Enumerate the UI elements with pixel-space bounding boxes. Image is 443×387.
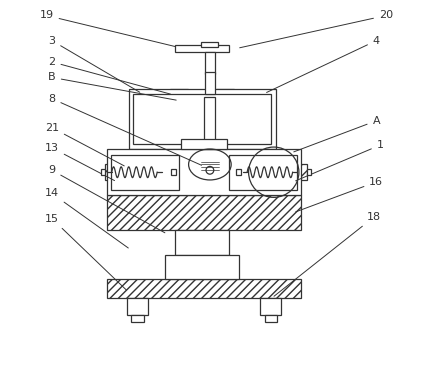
Text: 9: 9 xyxy=(48,165,165,233)
Bar xyxy=(128,89,276,149)
Bar xyxy=(181,139,227,149)
Bar xyxy=(101,169,105,175)
Text: 8: 8 xyxy=(48,94,202,165)
Text: 1: 1 xyxy=(295,140,384,181)
Bar xyxy=(241,164,249,180)
Text: 3: 3 xyxy=(48,36,140,92)
Bar xyxy=(165,255,239,279)
Circle shape xyxy=(206,166,214,174)
Text: 20: 20 xyxy=(240,10,393,48)
Bar xyxy=(205,52,214,74)
Bar xyxy=(217,89,234,99)
Bar xyxy=(171,89,188,99)
Text: 18: 18 xyxy=(274,212,381,296)
Bar xyxy=(127,298,148,315)
Bar xyxy=(205,97,215,149)
Bar xyxy=(105,164,114,180)
Text: 15: 15 xyxy=(45,214,127,290)
Bar xyxy=(175,230,229,255)
Text: 19: 19 xyxy=(39,10,180,48)
Bar xyxy=(307,169,311,175)
Bar xyxy=(171,169,176,175)
Bar xyxy=(205,72,214,94)
Bar xyxy=(133,94,271,144)
Bar xyxy=(260,298,281,315)
Bar xyxy=(163,164,171,180)
Bar xyxy=(175,45,229,52)
Bar xyxy=(265,315,277,322)
Bar xyxy=(111,155,179,190)
Bar xyxy=(236,169,241,175)
Bar xyxy=(199,159,220,172)
Text: 21: 21 xyxy=(45,123,124,166)
Text: 14: 14 xyxy=(45,188,128,248)
Text: 2: 2 xyxy=(48,57,171,94)
Bar xyxy=(229,155,297,190)
Bar xyxy=(202,42,218,47)
Text: 13: 13 xyxy=(45,143,115,181)
Bar xyxy=(298,164,307,180)
Text: A: A xyxy=(294,116,380,152)
Bar xyxy=(107,195,301,230)
Text: 4: 4 xyxy=(267,36,380,92)
Bar xyxy=(107,279,301,298)
Text: B: B xyxy=(48,72,176,100)
Bar xyxy=(107,149,301,195)
Bar xyxy=(131,315,144,322)
Text: 16: 16 xyxy=(295,177,383,212)
